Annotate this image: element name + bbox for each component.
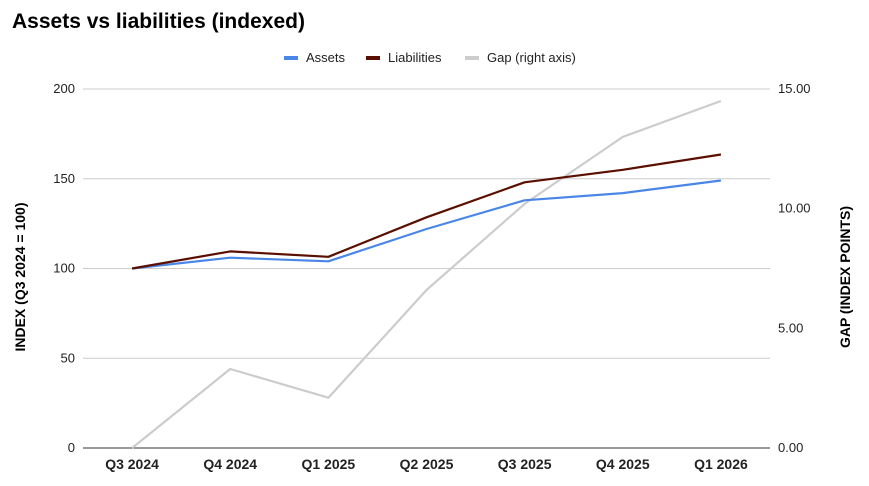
- chart-title: Assets vs liabilities (indexed): [12, 10, 305, 33]
- y-tick-label: 0: [68, 440, 75, 455]
- x-tick-label: Q3 2025: [498, 456, 552, 472]
- gridlines: [83, 88, 770, 449]
- x-tick-label: Q3 2024: [105, 456, 159, 472]
- y-tick-label: 150: [53, 171, 75, 186]
- series-line-assets: [131, 179, 722, 270]
- y-tick-label: 50: [61, 350, 75, 365]
- y-axis-title: INDEX (Q3 2024 = 100): [12, 202, 28, 351]
- x-tick-label: Q4 2024: [203, 456, 257, 472]
- x-tick-label: Q2 2025: [400, 456, 454, 472]
- x-tick-label: Q1 2026: [694, 456, 748, 472]
- series-lines: [131, 99, 722, 449]
- y2-axis-title: GAP (INDEX POINTS): [837, 206, 853, 348]
- series-line-gap-right-axis: [131, 99, 722, 449]
- y2-tick-label: 0.00: [778, 440, 803, 455]
- legend: Assets Liabilities Gap (right axis): [284, 50, 576, 65]
- x-axis-ticks: Q3 2024 Q4 2024 Q1 2025 Q2 2025 Q3 2025 Q4 20…: [105, 456, 748, 472]
- legend-label: Gap (right axis): [487, 50, 576, 65]
- series-line-liabilities: [131, 153, 722, 270]
- y2-tick-label: 15.00: [778, 81, 811, 96]
- y-axis-ticks: 0 50 100 150 200: [53, 81, 75, 455]
- y-tick-label: 200: [53, 81, 75, 96]
- y2-tick-label: 10.00: [778, 201, 811, 216]
- y2-axis-ticks: 0.00 5.00 10.00 15.00: [778, 81, 811, 455]
- y2-tick-label: 5.00: [778, 320, 803, 335]
- legend-label: Assets: [306, 50, 346, 65]
- legend-label: Liabilities: [388, 50, 442, 65]
- x-tick-label: Q4 2025: [596, 456, 650, 472]
- x-tick-label: Q1 2025: [301, 456, 355, 472]
- y-tick-label: 100: [53, 261, 75, 276]
